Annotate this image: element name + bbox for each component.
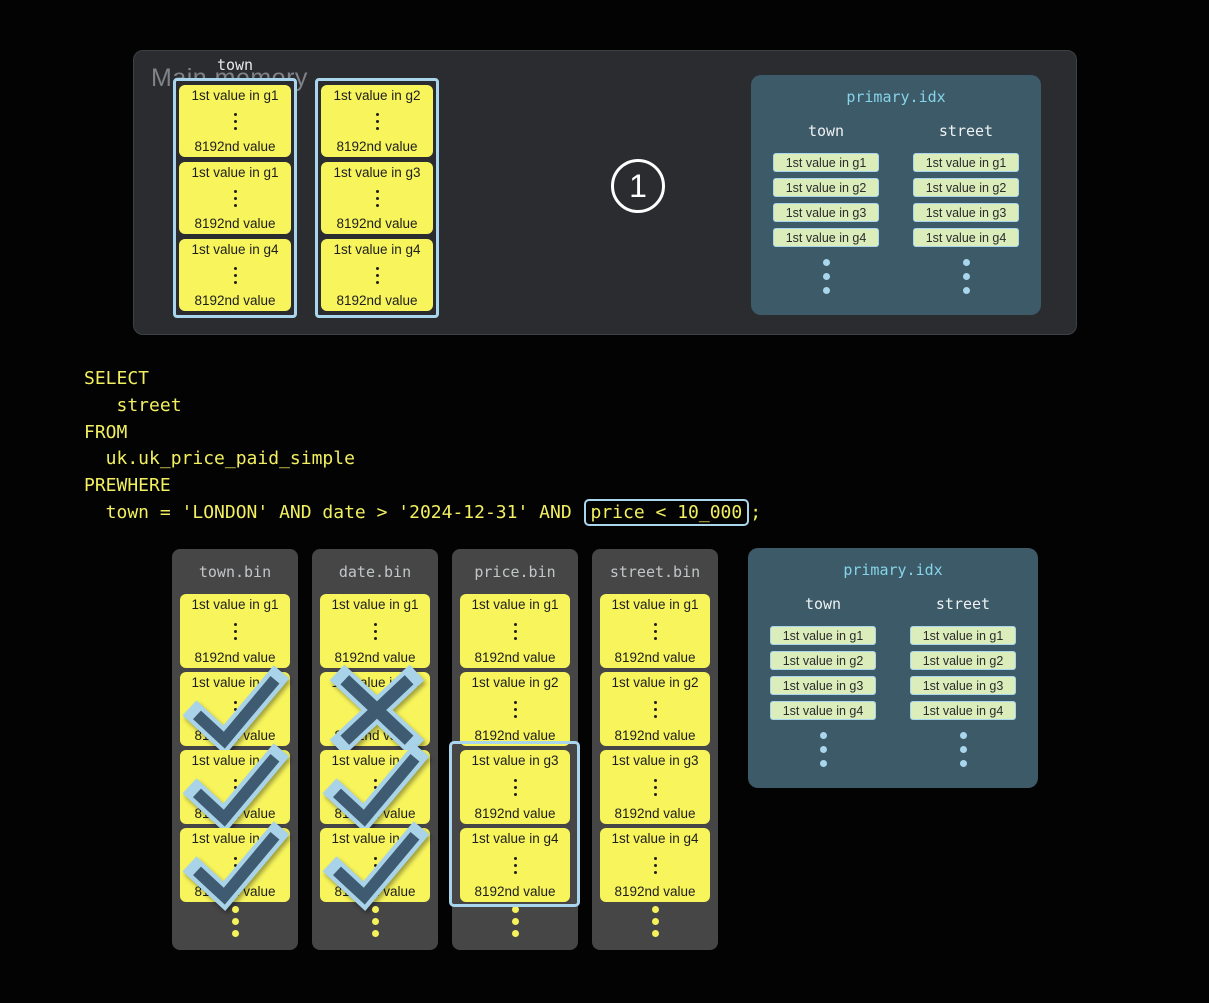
idx-entry: 1st value in g3 — [913, 203, 1019, 222]
idx-entry: 1st value in g3 — [770, 676, 876, 695]
vertical-ellipsis-icon — [959, 732, 967, 767]
main-memory-panel: Main memory town 1st value in g1 8192nd … — [133, 50, 1077, 335]
sql-line: town = 'LONDON' AND date > '2024-12-31' … — [84, 498, 761, 527]
bin-column-date: date.bin 1st value in g1 8192nd value 1s… — [312, 549, 438, 950]
vertical-ellipsis-icon — [373, 778, 377, 796]
bin-column-price: price.bin 1st value in g1 8192nd value 1… — [452, 549, 578, 950]
idx-column-town: town 1st value in g1 1st value in g2 1st… — [770, 595, 876, 767]
idx-entry: 1st value in g2 — [770, 651, 876, 670]
step-1-badge: 1 — [611, 159, 665, 213]
idx-entry: 1st value in g2 — [913, 178, 1019, 197]
sql-query: SELECT street FROM uk.uk_price_paid_simp… — [84, 366, 761, 527]
idx-entry: 1st value in g2 — [773, 178, 879, 197]
idx-entry: 1st value in g2 — [910, 651, 1016, 670]
idx-entry: 1st value in g4 — [770, 701, 876, 720]
granule-block: 1st value in g4 8192nd value — [180, 821, 290, 912]
idx-entry: 1st value in g4 — [910, 701, 1016, 720]
vertical-ellipsis-icon — [375, 189, 379, 207]
granule-block: 1st value in g1 8192nd value — [179, 162, 291, 234]
vertical-ellipsis-icon — [312, 906, 438, 937]
granule-block: 1st value in g3 8192nd value — [460, 750, 570, 824]
vertical-ellipsis-icon — [233, 856, 237, 874]
sql-line: SELECT — [84, 368, 150, 389]
idx-column-town: town 1st value in g1 1st value in g2 1st… — [773, 122, 879, 294]
primary-idx-box-bottom: primary.idx town 1st value in g1 1st val… — [748, 548, 1038, 788]
vertical-ellipsis-icon — [513, 856, 517, 874]
vertical-ellipsis-icon — [452, 906, 578, 937]
primary-idx-title: primary.idx — [846, 88, 946, 106]
granule-block: 1st value in g2 8192nd value — [460, 672, 570, 746]
vertical-ellipsis-icon — [822, 259, 830, 294]
idx-entry: 1st value in g1 — [910, 626, 1016, 645]
granule-block: 1st value in g1 8192nd value — [179, 85, 291, 157]
granule-block: 1st value in g4 8192nd value — [321, 239, 433, 311]
granule-block: 1st value in g1 8192nd value — [600, 594, 710, 668]
memory-granule-stack-2: 1st value in g2 8192nd value 1st value i… — [315, 78, 439, 318]
bin-column-town: town.bin 1st value in g1 8192nd value 1s… — [172, 549, 298, 950]
vertical-ellipsis-icon — [172, 906, 298, 937]
idx-entry: 1st value in g3 — [773, 203, 879, 222]
granule-block: 1st value in g2 8192nd value — [321, 85, 433, 157]
sql-line: PREWHERE — [84, 475, 171, 497]
vertical-ellipsis-icon — [375, 266, 379, 284]
vertical-ellipsis-icon — [513, 700, 517, 718]
granule-block: 1st value in g4 8192nd value — [460, 828, 570, 902]
sql-line: street — [84, 394, 182, 416]
vertical-ellipsis-icon — [819, 732, 827, 767]
highlighted-predicate: price < 10_000 — [583, 498, 750, 526]
vertical-ellipsis-icon — [375, 112, 379, 130]
primary-idx-box-top: primary.idx town 1st value in g1 1st val… — [751, 75, 1041, 315]
sql-line: FROM — [84, 421, 128, 443]
granule-block: 1st value in g1 8192nd value — [460, 594, 570, 668]
granule-block: 1st value in g4 8192nd value — [179, 239, 291, 311]
idx-column-street: street 1st value in g1 1st value in g2 1… — [913, 122, 1019, 294]
granule-block: 1st value in g4 8192nd value — [600, 828, 710, 902]
vertical-ellipsis-icon — [233, 189, 237, 207]
memory-granule-stack-1: 1st value in g1 8192nd value 1st value i… — [173, 78, 297, 318]
sql-line: uk.uk_price_paid_simple — [84, 448, 355, 470]
vertical-ellipsis-icon — [233, 622, 237, 640]
vertical-ellipsis-icon — [513, 622, 517, 640]
vertical-ellipsis-icon — [233, 112, 237, 130]
idx-entry: 1st value in g1 — [913, 153, 1019, 172]
vertical-ellipsis-icon — [233, 700, 237, 718]
vertical-ellipsis-icon — [962, 259, 970, 294]
vertical-ellipsis-icon — [233, 778, 237, 796]
granule-block: 1st value in g3 8192nd value — [321, 162, 433, 234]
granule-block: 1st value in g2 8192nd value — [600, 672, 710, 746]
granule-block: 1st value in g1 8192nd value — [320, 594, 430, 668]
idx-entry: 1st value in g1 — [773, 153, 879, 172]
vertical-ellipsis-icon — [513, 778, 517, 796]
primary-idx-title: primary.idx — [843, 561, 943, 579]
vertical-ellipsis-icon — [373, 622, 377, 640]
vertical-ellipsis-icon — [653, 622, 657, 640]
granule-block: 1st value in g3 8192nd value — [320, 743, 430, 834]
vertical-ellipsis-icon — [592, 906, 718, 937]
memory-column-label-town: town — [216, 56, 254, 74]
vertical-ellipsis-icon — [233, 266, 237, 284]
idx-entry: 1st value in g1 — [770, 626, 876, 645]
vertical-ellipsis-icon — [653, 778, 657, 796]
granule-block: 1st value in g3 8192nd value — [180, 743, 290, 834]
vertical-ellipsis-icon — [373, 856, 377, 874]
idx-entry: 1st value in g4 — [913, 228, 1019, 247]
granule-block: 1st value in g1 8192nd value — [180, 594, 290, 668]
granule-block: 1st value in g2 8192nd value — [320, 664, 430, 756]
vertical-ellipsis-icon — [373, 700, 377, 718]
bin-column-street: street.bin 1st value in g1 8192nd value … — [592, 549, 718, 950]
granule-block: 1st value in g2 8192nd value — [180, 665, 290, 756]
vertical-ellipsis-icon — [653, 856, 657, 874]
vertical-ellipsis-icon — [653, 700, 657, 718]
price-granule-selection-border — [449, 741, 580, 907]
idx-column-street: street 1st value in g1 1st value in g2 1… — [910, 595, 1016, 767]
granule-block: 1st value in g4 8192nd value — [320, 821, 430, 912]
granule-block: 1st value in g3 8192nd value — [600, 750, 710, 824]
idx-entry: 1st value in g4 — [773, 228, 879, 247]
idx-entry: 1st value in g3 — [910, 676, 1016, 695]
